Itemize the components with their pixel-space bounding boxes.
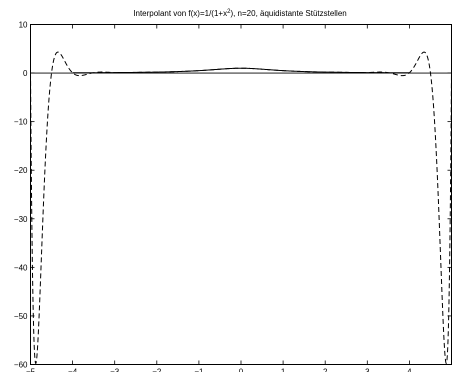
series-function-line	[72, 67, 410, 74]
x-tick-label: −4	[68, 368, 78, 372]
y-tick-label: −60	[14, 361, 28, 370]
y-tick-label: −40	[14, 263, 28, 272]
x-tick-label: 4	[407, 368, 412, 372]
chart-title-prefix: Interpolant von f(x)=1/(1+x	[133, 9, 227, 18]
series-group	[30, 51, 452, 365]
x-tick-label: −5	[26, 368, 36, 372]
y-tick-label: −10	[14, 118, 28, 127]
x-tick-label: 2	[323, 368, 328, 372]
plot-area	[30, 24, 452, 365]
chart-title-suffix: ), n=20, äquidistante Stützstellen	[230, 9, 346, 18]
y-tick-label: −30	[14, 215, 28, 224]
x-tick-label: 1	[281, 368, 286, 372]
y-tick-label: −20	[14, 166, 28, 175]
x-tick-label: −3	[110, 368, 120, 372]
series-interpolant-line	[30, 51, 452, 365]
chart-title: Interpolant von f(x)=1/(1+x2), n=20, äqu…	[133, 9, 346, 18]
y-tick-label: −50	[14, 312, 28, 321]
axis-ticks	[30, 24, 452, 365]
x-tick-label: 3	[365, 368, 370, 372]
x-tick-label: −2	[152, 368, 162, 372]
x-tick-label: −1	[194, 368, 204, 372]
y-tick-label: 0	[23, 69, 28, 78]
x-tick-label: 0	[239, 368, 244, 372]
chart-title-superscript: 2	[227, 9, 231, 15]
y-tick-label: 10	[19, 21, 28, 30]
